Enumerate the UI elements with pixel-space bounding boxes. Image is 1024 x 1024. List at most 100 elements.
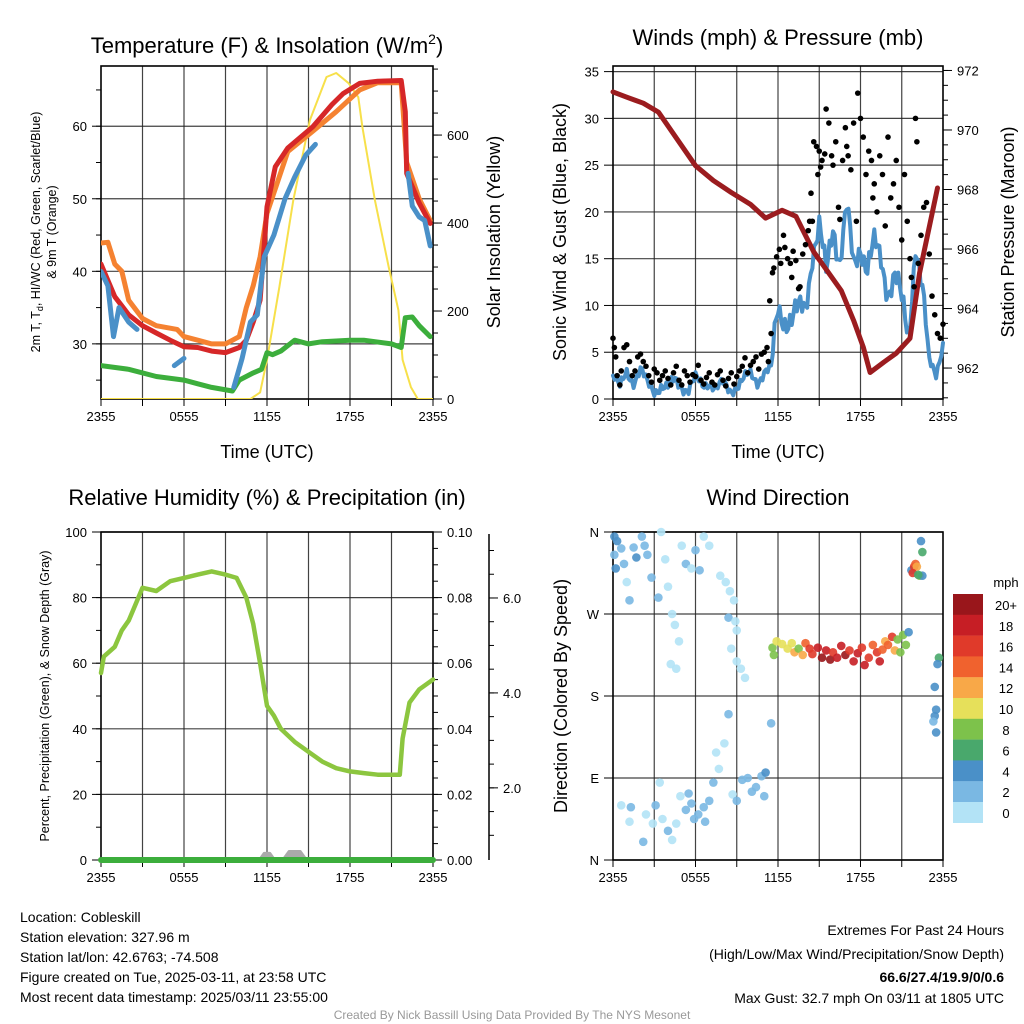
wind-direction-point: [728, 790, 737, 799]
wind-direction-point: [709, 778, 718, 787]
wind-direction-point: [731, 616, 740, 626]
gust-point: [920, 204, 927, 211]
y2-tick-label: 964: [957, 302, 979, 317]
gust-point: [676, 377, 682, 384]
wind-direction-point: [759, 791, 769, 801]
wind-direction-point: [794, 644, 803, 653]
wind-direction-point: [612, 536, 622, 546]
gust-point: [815, 171, 821, 178]
gust-point: [882, 223, 889, 229]
created-text: Figure created on Tue, 2025-03-11, at 23…: [20, 969, 326, 985]
series-station-pressure: [610, 89, 940, 375]
wind-direction-point: [715, 571, 725, 581]
legend-swatch: [953, 802, 983, 823]
gust-point: [821, 151, 828, 157]
wind-xlabel: Time (UTC): [731, 442, 824, 462]
gust-point: [797, 283, 803, 290]
wind-direction-point: [732, 796, 742, 806]
gust-point: [907, 255, 913, 262]
wind-direction-point: [704, 796, 714, 806]
gust-point: [853, 218, 860, 225]
wind-direction-point: [832, 653, 842, 663]
gust-point: [926, 251, 933, 257]
wind-direction-point: [691, 545, 700, 555]
panel-4: 2355 0555 1155 1755 2355NESWNmph20+181614121…: [587, 525, 1019, 885]
gust-point: [706, 370, 713, 376]
wind-direction-point: [766, 719, 776, 728]
wind-direction-point: [729, 596, 739, 605]
gust-point: [637, 351, 644, 357]
wind-direction-point: [667, 835, 677, 845]
legend-swatch: [953, 760, 983, 782]
wind-direction-point: [724, 613, 733, 622]
gust-point: [665, 375, 671, 382]
legend-title: mph: [993, 575, 1018, 590]
y-tick-label: S: [590, 689, 599, 704]
gust-point: [911, 283, 917, 290]
legend-label: 10: [999, 702, 1013, 717]
gust-point: [870, 195, 876, 201]
y2-tick-label: 200: [447, 304, 469, 319]
y-tick-label: 0: [80, 853, 87, 868]
x-tick-label: 1755: [846, 409, 875, 424]
gust-point: [771, 265, 777, 271]
elevation-text: Station elevation: 327.96 m: [20, 929, 190, 945]
wind-direction-point: [743, 773, 753, 783]
y-tick-label: 100: [65, 525, 87, 540]
direction-panel-title: Wind Direction: [706, 485, 849, 510]
gust-point: [912, 115, 919, 122]
gust-point: [802, 241, 809, 248]
wind-direction-point: [868, 640, 878, 650]
legend-label: 0: [1002, 806, 1009, 821]
gust-point: [728, 370, 735, 376]
gust-point: [817, 164, 824, 170]
gust-point: [643, 363, 649, 370]
gust-point: [673, 363, 680, 370]
y3-tick-label: 6.0: [503, 591, 521, 606]
series-relative-humidity: [98, 569, 436, 777]
x-tick-label: 2355: [87, 870, 116, 885]
max-gust-text: Max Gust: 32.7 mph On 03/11 at 1805 UTC: [734, 990, 1004, 1006]
legend-label: 6: [1002, 744, 1009, 759]
y3-tick-label: 4.0: [503, 686, 521, 701]
gust-point: [742, 355, 748, 361]
gust-point: [765, 358, 772, 365]
gust-point: [871, 181, 878, 187]
wind-direction-point: [655, 778, 665, 787]
gust-point: [692, 373, 699, 380]
gust-point: [739, 363, 746, 370]
y-tick-label: 5: [592, 345, 599, 360]
gust-point: [918, 232, 924, 239]
wind-direction-point: [641, 810, 651, 819]
gust-point: [731, 381, 737, 387]
insolation-ylabel: Solar Insolation (Yellow): [484, 136, 504, 328]
x-tick-label: 2355: [929, 870, 958, 885]
wind-direction-point: [622, 577, 632, 587]
wind-direction-point: [933, 659, 942, 669]
gust-point: [700, 381, 707, 387]
wind-direction-point: [616, 544, 626, 553]
wind-direction-point: [676, 791, 685, 801]
plot-frame: [612, 531, 944, 861]
gust-point: [733, 373, 740, 380]
pressure-ylabel: Station Pressure (Maroon): [998, 126, 1018, 337]
legend-swatch: [953, 698, 983, 719]
gust-point: [662, 368, 669, 374]
x-tick-label: 2355: [599, 409, 628, 424]
y-tick-label: N: [590, 853, 599, 868]
wind-direction-point: [619, 559, 629, 569]
gust-point: [768, 330, 774, 337]
gust-point: [810, 138, 817, 145]
gust-point: [832, 138, 839, 145]
legend-swatch: [953, 781, 983, 803]
gust-point: [904, 218, 911, 225]
gust-point: [755, 366, 762, 372]
gust-point: [934, 330, 941, 337]
y-tick-label: W: [587, 607, 600, 622]
legend-label: 14: [999, 660, 1013, 675]
gust-point: [787, 260, 794, 267]
wind-direction-point: [817, 653, 827, 663]
panel-2: 2355 0555 1155 1755 235505101520253035962964…: [585, 63, 979, 424]
gust-point: [819, 157, 825, 164]
